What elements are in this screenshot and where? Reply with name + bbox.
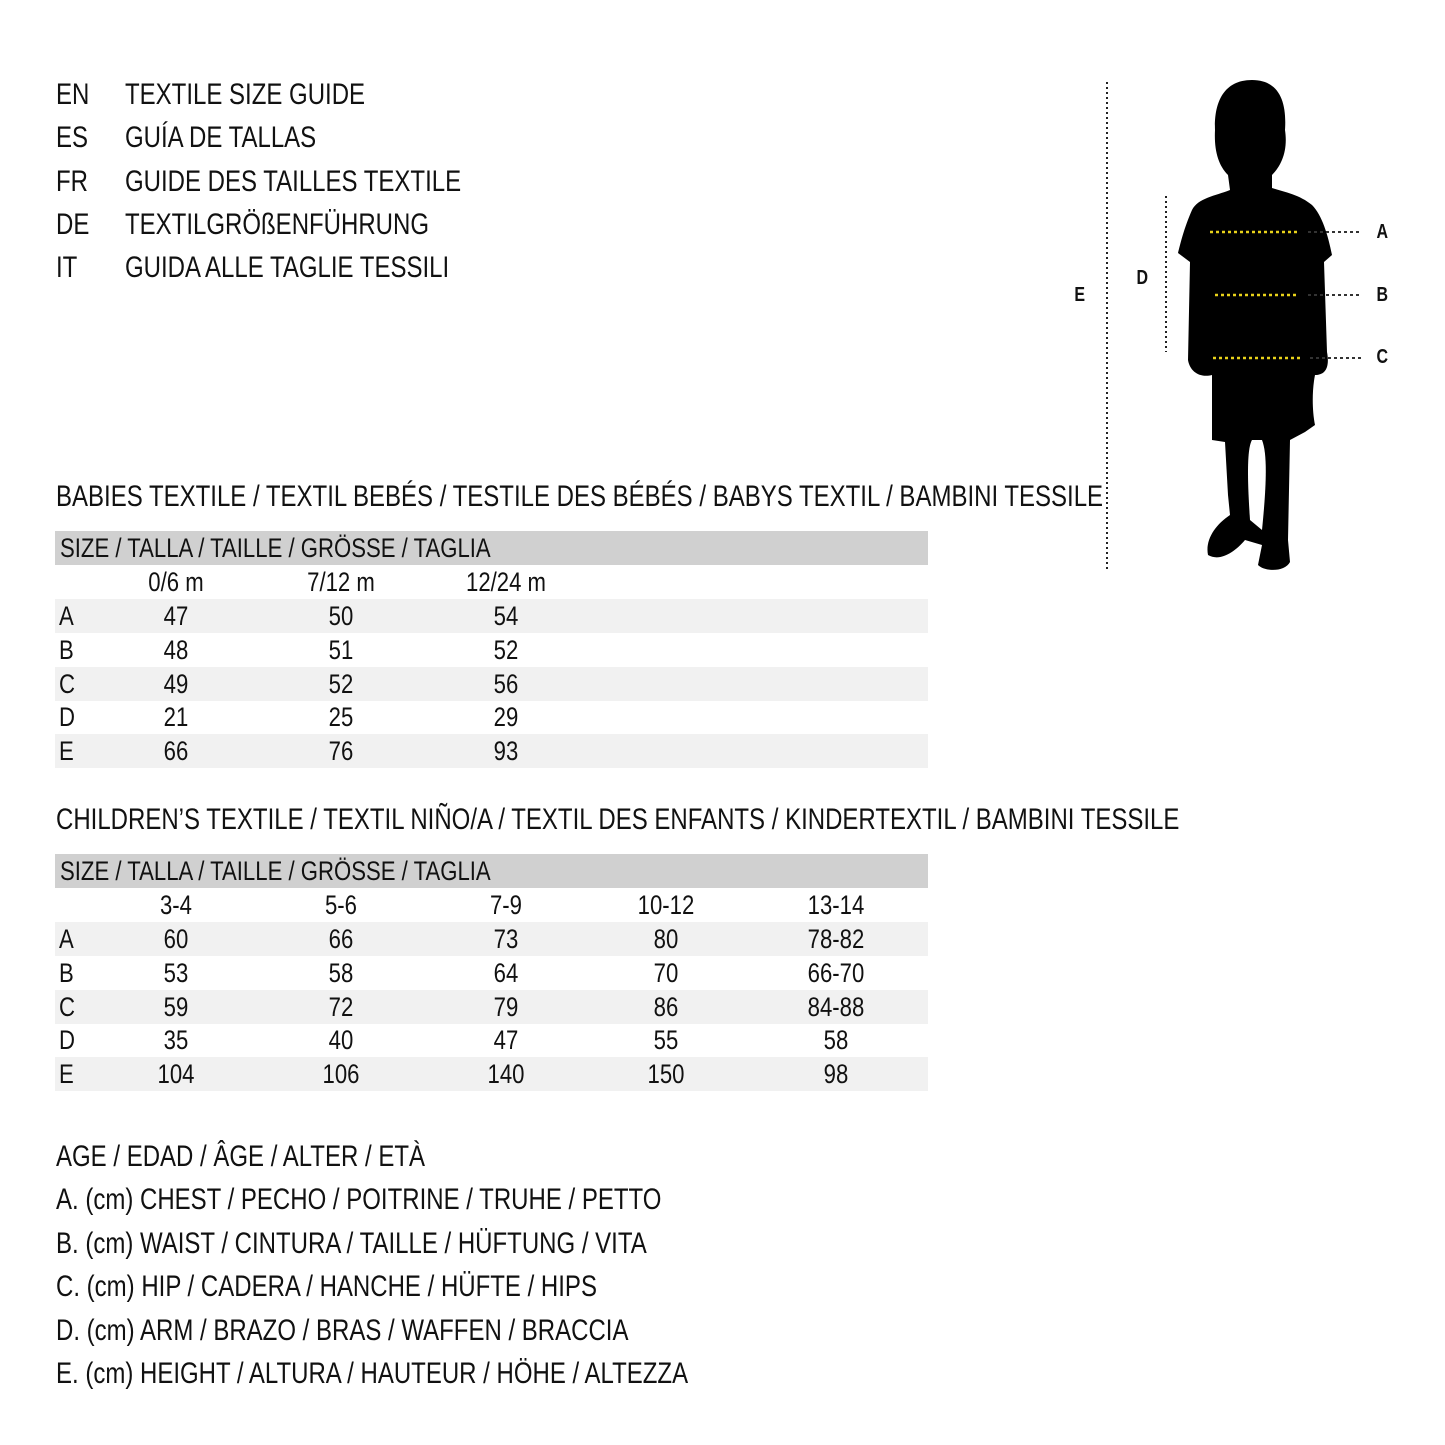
label-b: B [1376, 284, 1389, 306]
table-cell: 72 [328, 991, 354, 1022]
child-silhouette [1178, 80, 1332, 570]
table-cell: 150 [647, 1059, 685, 1090]
label-e: E [1074, 284, 1086, 306]
title-text: GUIDA ALLE TAGLIE TESSILI [125, 251, 450, 285]
legend-line: C. (cm) HIP / CADERA / HANCHE / HÜFTE / … [56, 1270, 597, 1304]
title-text: GUÍA DE TALLAS [125, 121, 317, 155]
label-c: C [1376, 346, 1389, 368]
legend-line: A. (cm) CHEST / PECHO / POITRINE / TRUHE… [56, 1183, 662, 1217]
table-cell: 21 [163, 702, 189, 733]
table-cell: 78-82 [807, 924, 865, 954]
table-cell: 58 [328, 957, 354, 988]
row-label: C [59, 991, 75, 1022]
legend-line: B. (cm) WAIST / CINTURA / TAILLE / HÜFTU… [56, 1226, 647, 1260]
row-label: A [59, 601, 74, 631]
table-cell: 80 [653, 924, 679, 954]
legend-line: AGE / EDAD / ÂGE / ALTER / ETÀ [56, 1140, 425, 1173]
table-cell: 66 [328, 924, 354, 954]
size-header: SIZE / TALLA / TAILLE / GRÖSSE / TAGLIA [60, 856, 491, 886]
table-cell: 40 [328, 1025, 354, 1056]
table-cell: 48 [163, 634, 189, 665]
table-cell: 64 [493, 957, 519, 988]
row-label: D [59, 702, 75, 733]
size-header-bar [55, 531, 928, 565]
column-header: 0/6 m [148, 567, 204, 597]
table-cell: 47 [163, 601, 189, 631]
column-header: 7-9 [489, 890, 523, 920]
column-header: 7/12 m [307, 567, 375, 597]
table-cell: 106 [322, 1059, 360, 1090]
language-code: FR [56, 164, 88, 198]
table-cell: 35 [163, 1025, 189, 1056]
table-cell: 66-70 [807, 957, 865, 988]
title-text: GUIDE DES TAILLES TEXTILE [125, 164, 462, 198]
table-cell: 76 [328, 736, 354, 767]
size-header: SIZE / TALLA / TAILLE / GRÖSSE / TAGLIA [60, 533, 491, 563]
child-silhouette-figure [1106, 80, 1362, 570]
table-cell: 29 [493, 702, 519, 733]
row-label: B [59, 957, 74, 988]
size-header-bar [55, 854, 928, 888]
table-cell: 73 [493, 924, 519, 954]
table-cell: 52 [328, 668, 354, 699]
table-cell: 47 [493, 1025, 519, 1056]
table-cell: 49 [163, 668, 189, 699]
row-label: E [59, 1059, 74, 1090]
row-label: B [59, 634, 74, 665]
row-stripe [55, 666, 928, 701]
row-label: A [59, 924, 74, 954]
language-code: EN [56, 78, 90, 111]
row-label: D [59, 1025, 75, 1056]
children-heading: CHILDREN’S TEXTILE / TEXTIL NIÑO/A / TEX… [56, 803, 1180, 836]
table-cell: 50 [328, 601, 354, 631]
row-stripe [55, 734, 928, 769]
table-cell: 98 [823, 1059, 849, 1090]
row-label: E [59, 736, 74, 767]
table-cell: 58 [823, 1025, 849, 1056]
table-cell: 52 [493, 634, 519, 665]
language-code: ES [56, 121, 89, 155]
table-cell: 53 [163, 957, 189, 988]
babies-heading: BABIES TEXTILE / TEXTIL BEBÉS / TESTILE … [56, 480, 1104, 513]
table-cell: 25 [328, 702, 354, 733]
row-stripe [55, 989, 928, 1024]
table-cell: 54 [493, 601, 519, 631]
row-stripe [55, 599, 928, 633]
language-code: DE [56, 207, 90, 241]
table-cell: 51 [328, 634, 354, 665]
table-cell: 84-88 [807, 991, 865, 1022]
title-text: TEXTILGRÖßENFÜHRUNG [125, 207, 430, 241]
table-cell: 56 [493, 668, 519, 699]
column-header: 5-6 [324, 890, 358, 920]
row-label: C [59, 668, 75, 699]
column-header: 13-14 [807, 890, 865, 920]
legend-line: E. (cm) HEIGHT / ALTURA / HAUTEUR / HÖHE… [56, 1357, 689, 1390]
table-cell: 93 [493, 736, 519, 767]
title-text: TEXTILE SIZE GUIDE [125, 78, 366, 111]
table-cell: 59 [163, 991, 189, 1022]
column-header: 3-4 [159, 890, 193, 920]
row-stripe [55, 922, 928, 956]
table-cell: 140 [487, 1059, 525, 1090]
table-cell: 104 [157, 1059, 195, 1090]
row-stripe [55, 1057, 928, 1092]
table-cell: 55 [653, 1025, 679, 1056]
column-header: 12/24 m [465, 567, 547, 597]
legend-line: D. (cm) ARM / BRAZO / BRAS / WAFFEN / BR… [56, 1313, 629, 1347]
column-header: 10-12 [637, 890, 695, 920]
table-cell: 66 [163, 736, 189, 767]
table-cell: 60 [163, 924, 189, 954]
table-cell: 79 [493, 991, 519, 1022]
language-code: IT [56, 251, 78, 285]
label-a: A [1376, 221, 1389, 243]
table-cell: 70 [653, 957, 679, 988]
table-cell: 86 [653, 991, 679, 1022]
label-d: D [1136, 267, 1149, 289]
